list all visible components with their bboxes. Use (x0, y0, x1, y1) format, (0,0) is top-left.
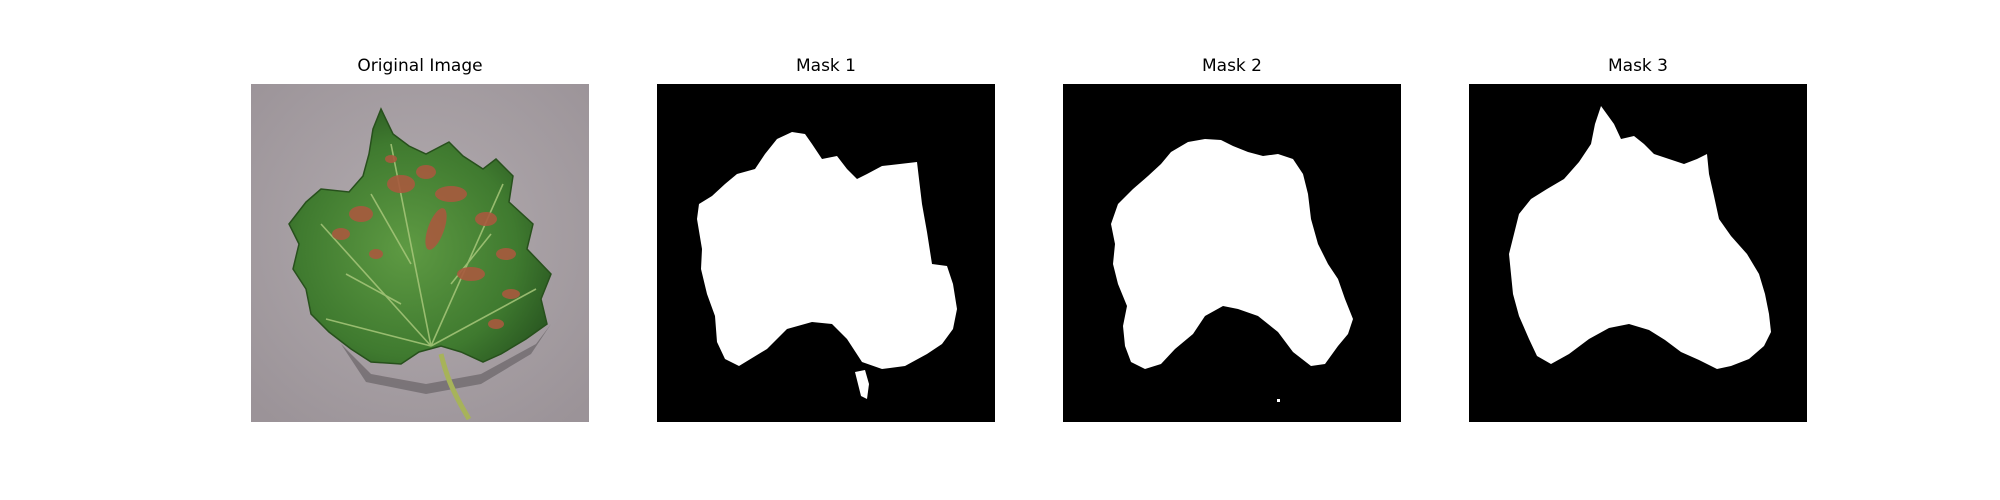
mask-2-leaf-region (1111, 139, 1353, 369)
mask-2-noise-speck (1277, 399, 1280, 402)
mask-1-stem-region (855, 370, 869, 399)
original-image-panel: Original Image (251, 56, 589, 422)
mask-2-panel: Mask 2 (1063, 56, 1401, 422)
mask-3-image (1469, 84, 1807, 422)
leaf-shadow (341, 324, 551, 394)
mask-3-panel: Mask 3 (1469, 56, 1807, 422)
original-image (251, 84, 589, 422)
panel-title-mask-2: Mask 2 (1201, 56, 1262, 76)
leaf (288, 107, 552, 365)
mask-1-leaf-region (697, 132, 957, 369)
mask-1-image (657, 84, 995, 422)
panel-title-original-image: Original Image (357, 56, 483, 76)
mask-3-noise-speck (1527, 292, 1535, 302)
panel-title-mask-1: Mask 1 (795, 56, 856, 76)
mask-3-leaf-region (1509, 106, 1771, 369)
mask-2-image (1063, 84, 1401, 422)
panel-title-mask-3: Mask 3 (1607, 56, 1668, 76)
leaf-lesions (332, 155, 520, 329)
leaf-stem (438, 353, 472, 421)
mask-1-panel: Mask 1 (657, 56, 995, 422)
